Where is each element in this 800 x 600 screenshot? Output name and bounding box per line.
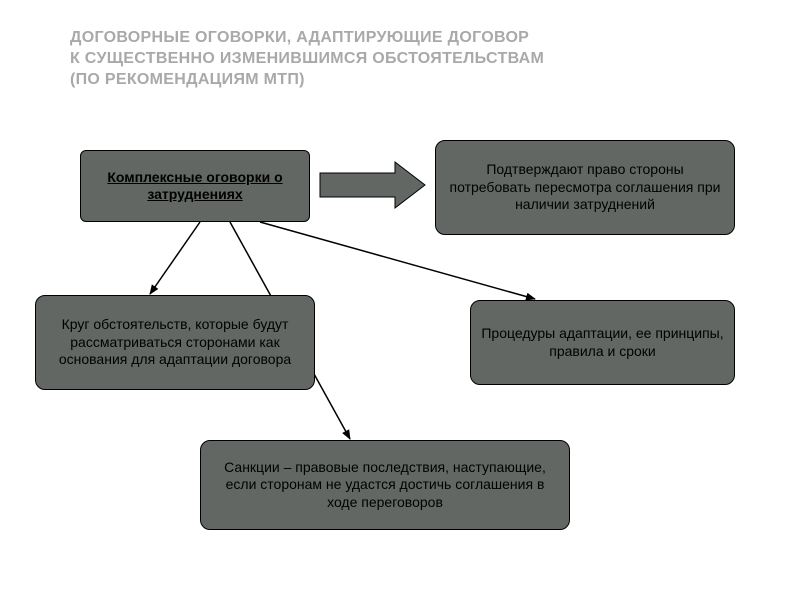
node-bottom: Санкции – правовые последствия, наступаю… xyxy=(200,440,570,530)
page-title: ДОГОВОРНЫЕ ОГОВОРКИ, АДАПТИРУЮЩИЕ ДОГОВО… xyxy=(70,28,730,90)
node-left_mid: Круг обстоятельств, которые будут рассма… xyxy=(35,295,315,390)
edge-0 xyxy=(150,222,200,294)
title-line-3: (ПО РЕКОМЕНДАЦИЯМ МТП) xyxy=(70,70,730,91)
block-arrow-icon xyxy=(320,162,425,208)
title-line-2: К СУЩЕСТВЕННО ИЗМЕНИВШИМСЯ ОБСТОЯТЕЛЬСТВ… xyxy=(70,49,730,70)
node-main: Комплексные оговорки о затруднениях xyxy=(80,150,310,222)
title-line-1: ДОГОВОРНЫЕ ОГОВОРКИ, АДАПТИРУЮЩИЕ ДОГОВО… xyxy=(70,28,730,49)
node-right_top: Подтверждают право стороны потребовать п… xyxy=(435,140,735,235)
node-right_mid: Процедуры адаптации, ее принципы, правил… xyxy=(470,300,735,385)
